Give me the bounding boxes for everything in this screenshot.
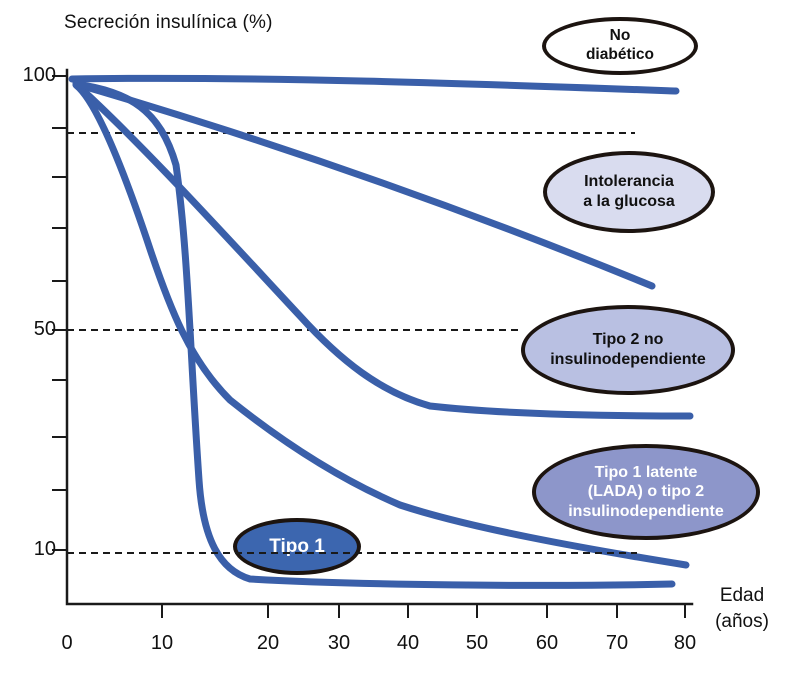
y-axis-ticks (52, 75, 67, 551)
bubble-text-line: insulinodependiente (568, 502, 724, 520)
axis-lines (65, 68, 694, 606)
label-bubble-no-diabetico: No diabético (542, 17, 698, 75)
label-bubble-lada: Tipo 1 latente (LADA) o tipo 2 insulinod… (532, 444, 760, 540)
x-tick-label-70: 70 (605, 632, 629, 654)
x-axis-ticks (161, 604, 686, 618)
bubble-text-line: No (609, 27, 631, 45)
x-tick-label-40: 40 (396, 632, 420, 654)
label-bubble-intolerancia: Intolerancia a la glucosa (543, 151, 715, 233)
x-tick-label-30: 30 (327, 632, 351, 654)
curve-intolerancia (72, 80, 656, 290)
curve-no-diabetico (68, 74, 680, 95)
curve-tipo1 (72, 80, 676, 589)
bubble-text-line: Intolerancia (584, 173, 674, 191)
bubble-text-line: Tipo 1 (269, 535, 325, 557)
y-tick-label-50: 50 (33, 318, 56, 340)
x-axis-title-line2: (años) (715, 611, 769, 632)
x-tick-label-60: 60 (535, 632, 559, 654)
bubble-text-line: a la glucosa (583, 193, 675, 210)
label-bubble-tipo2-no-insulinodependiente: Tipo 2 no insulinodependiente (521, 305, 735, 395)
curve-tipo2-no-insulinodependiente (72, 80, 694, 420)
x-axis-title: Edad (años) (702, 583, 782, 635)
x-tick-label-50: 50 (465, 632, 489, 654)
curve-lada-o-tipo2-insulinodependiente (72, 81, 690, 569)
x-axis-title-line1: Edad (719, 585, 765, 606)
bubble-text-line: insulinodependiente (550, 351, 706, 368)
chart-title: Secreción insulínica (%) (64, 12, 273, 33)
bubble-text-line: (LADA) o tipo 2 (587, 483, 705, 501)
x-tick-label-0: 0 (61, 632, 73, 654)
x-tick-label-10: 10 (150, 632, 174, 654)
x-tick-label-80: 80 (673, 632, 697, 654)
bubble-text-line: diabético (585, 46, 655, 63)
y-tick-label-100: 100 (22, 64, 56, 86)
label-bubble-tipo1: Tipo 1 (233, 518, 361, 575)
y-tick-label-10: 10 (33, 538, 56, 560)
bubble-text-line: Tipo 2 no (592, 331, 664, 349)
bubble-text-line: Tipo 1 latente (594, 463, 698, 481)
x-tick-label-20: 20 (256, 632, 280, 654)
